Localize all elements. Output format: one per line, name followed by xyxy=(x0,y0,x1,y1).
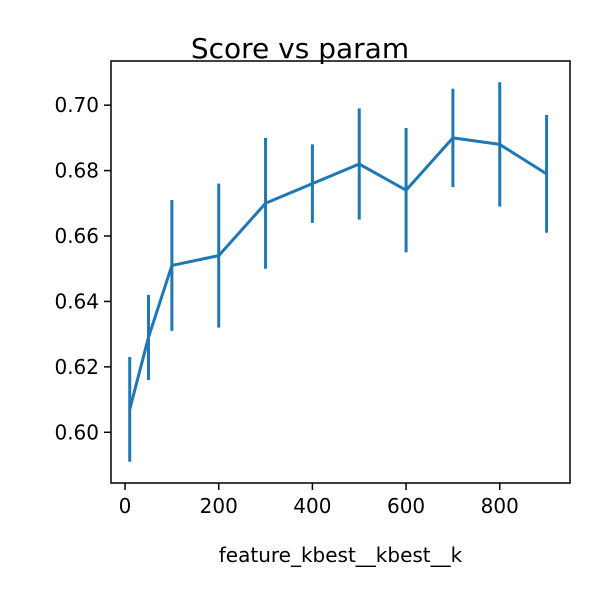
x-tick-label: 200 xyxy=(200,494,238,518)
axes-frame xyxy=(110,60,571,484)
y-tick-label: 0.62 xyxy=(54,355,99,379)
x-tick-label: 800 xyxy=(481,494,519,518)
chart-title: Score vs param xyxy=(191,32,409,65)
y-tick-label: 0.70 xyxy=(54,93,99,117)
x-tick-label: 0 xyxy=(119,494,132,518)
series-lines xyxy=(128,136,548,410)
y-ticks: 0.60 0.62 0.64 0.66 0.68 0.70 xyxy=(54,93,111,444)
y-tick-label: 0.60 xyxy=(54,420,99,444)
x-ticks: 0 200 400 600 800 xyxy=(119,483,519,518)
series-line xyxy=(128,136,548,410)
x-tick-label: 400 xyxy=(293,494,331,518)
x-axis-label: feature_kbest__kbest__k xyxy=(219,543,463,567)
x-tick-label: 600 xyxy=(387,494,425,518)
y-tick-label: 0.64 xyxy=(54,289,99,313)
y-tick-label: 0.66 xyxy=(54,224,99,248)
y-tick-label: 0.68 xyxy=(54,159,99,183)
